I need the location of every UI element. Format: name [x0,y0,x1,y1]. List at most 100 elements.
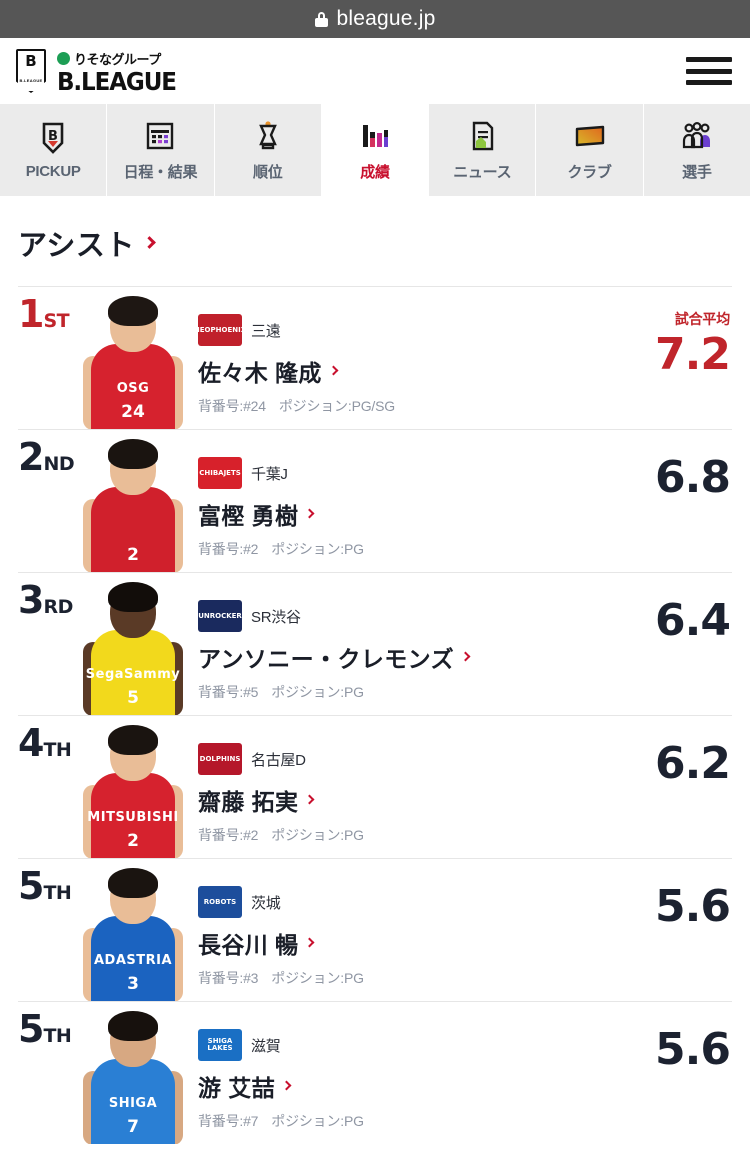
jersey-value: #5 [243,684,259,700]
page-title: アシスト [18,230,135,262]
player-meta: 背番号:#24 ポジション:PG/SG [198,396,620,416]
stat-value-block: 5.6 [620,859,732,929]
tab-label: 順位 [253,164,283,181]
page-title-row[interactable]: アシスト [0,196,750,286]
position-label: ポジション: [278,398,352,414]
player-info: CHIBAJETS 千葉J 富樫 勇樹 背番号:#2 ポジション:PG [188,430,620,559]
position-label: ポジション: [271,1113,344,1129]
rank-number: 4 [18,721,44,765]
player-name-link[interactable]: アンソニー・クレモンズ [198,640,620,674]
player-photo: ADASTRIA 3 [78,859,188,1001]
team-logo-icon: CHIBAJETS [198,457,242,489]
jersey-sponsor-text: MITSUBISHI [87,810,179,825]
rank-suffix: TH [43,739,72,761]
player-meta: 背番号:#2 ポジション:PG [198,539,620,559]
browser-url-bar[interactable]: bleague.jp [0,0,750,38]
tab-クラブ[interactable]: クラブ [536,104,644,196]
player-name-link[interactable]: 佐々木 隆成 [198,354,620,388]
tab-選手[interactable]: 選手 [643,104,750,196]
team-logo-icon: ROBOTS [198,886,242,918]
b-shield-icon: B [36,120,70,156]
player-photo: SegaSammy 5 [78,573,188,715]
tab-成績[interactable]: 成績 [321,104,430,196]
main-navigation: B PICKUP 日程・結果 順位 成績 ニュース クラブ 選手 [0,104,750,196]
hamburger-menu-icon[interactable] [686,54,732,88]
team-name: 千葉J [251,465,288,483]
player-photo: 2 [78,430,188,572]
tab-PICKUP[interactable]: B PICKUP [0,104,108,196]
player-name-link[interactable]: 齋藤 拓実 [198,783,620,817]
ranking-row[interactable]: 5 TH SHIGA 7 SHIGA LAKES 滋賀游 艾喆 背番号:#7 ポジション:PG… [18,1001,732,1144]
jersey-value: #24 [243,398,266,414]
jersey-value: #2 [243,541,259,557]
player-name: アンソニー・クレモンズ [198,646,455,672]
player-name: 游 艾喆 [198,1075,275,1101]
jersey-label: 背番号: [198,827,244,843]
team-name: 三遠 [251,322,281,340]
rank-number: 3 [18,578,44,622]
stat-value: 7.2 [655,329,731,380]
player-name-link[interactable]: 游 艾喆 [198,1069,620,1103]
calendar-icon [143,118,177,154]
rank-badge: 5 TH [18,859,78,905]
position-label: ポジション: [271,827,344,843]
news-document-icon [465,118,499,154]
brand-logo[interactable]: B B.LEAGUE りそなグループ B.LEAGUE [16,49,186,94]
team-name: 茨城 [251,894,281,912]
chevron-right-icon [142,235,156,249]
jersey-number-on-shirt: 24 [121,402,145,422]
position-value: PG/SG [351,398,396,414]
player-info: DOLPHINS 名古屋D 齋藤 拓実 背番号:#2 ポジション:PG [188,716,620,845]
rank-suffix: ND [43,453,75,475]
player-name-link[interactable]: 富樫 勇樹 [198,497,620,531]
team-logo-icon: NEOPHOENIX [198,314,242,346]
jersey-value: #3 [243,970,259,986]
chevron-right-icon [304,508,315,518]
average-label: 試合平均 [674,311,730,327]
team-logo-icon: SHIGA LAKES [198,1029,242,1061]
jersey-label: 背番号: [198,1113,244,1129]
tab-日程・結果[interactable]: 日程・結果 [107,104,215,196]
position-value: PG [343,684,364,700]
stat-value: 5.6 [655,881,731,932]
jersey-sponsor-text: SHIGA [108,1096,158,1111]
stat-value: 6.4 [655,595,731,646]
ranking-row[interactable]: 2 ND 2 CHIBAJETS 千葉J 富樫 勇樹 背番号:#2 ポジション:PG 6.8 [18,429,732,572]
chevron-right-icon [328,365,339,375]
sponsor-text: りそなグループ [74,52,161,68]
jersey-sponsor-text: OSG [116,381,150,396]
player-meta: 背番号:#2 ポジション:PG [198,825,620,845]
stat-value-block: 6.2 [620,716,732,786]
rank-number: 5 [18,1007,44,1051]
stat-value: 6.8 [655,452,731,503]
jersey-label: 背番号: [198,541,244,557]
position-value: PG [343,1113,364,1129]
player-name-link[interactable]: 長谷川 暢 [198,926,620,960]
tab-ニュース[interactable]: ニュース [429,104,537,196]
team-logo-icon: SUNROCKERS [198,600,242,632]
rank-suffix: TH [43,882,72,904]
rank-badge: 5 TH [18,1002,78,1048]
stat-value-block: 6.4 [620,573,732,643]
flag-icon [573,118,607,154]
player-name: 齋藤 拓実 [198,789,299,815]
ranking-row[interactable]: 5 TH ADASTRIA 3 ROBOTS 茨城 長谷川 暢背番号:#3 ポジション:PG 5… [18,858,732,1001]
ranking-row[interactable]: 3RD SegaSammy 5 SUNROCKERS SR渋谷アンソニー・クレモンズ背番… [18,572,732,715]
tab-順位[interactable]: 順位 [214,104,322,196]
rank-number: 1 [18,292,44,336]
position-label: ポジション: [271,541,344,557]
position-value: PG [343,827,364,843]
stat-value-block: 試合平均 7.2 [620,287,732,377]
tab-label: クラブ [567,164,612,181]
tab-label: PICKUP [25,163,81,180]
resona-leaf-icon [57,51,70,65]
tab-label: 選手 [682,164,712,181]
player-meta: 背番号:#5 ポジション:PG [198,682,620,702]
rank-badge: 3 RD [18,573,78,619]
trophy-icon [251,118,285,154]
team-name: 滋賀 [251,1037,281,1055]
ranking-row[interactable]: 4 TH MITSUBISHI 2 DOLPHINS 名古屋D 齋藤 拓実 背番号:#2 ポジシ… [18,715,732,858]
player-photo: OSG 24 [78,287,188,429]
